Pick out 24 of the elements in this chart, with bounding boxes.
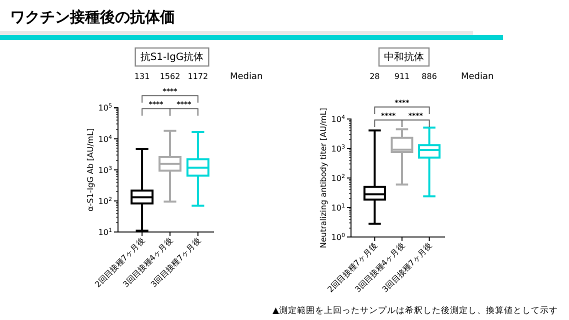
- text: 1562: [160, 72, 180, 81]
- y-tick-label: 10$^{3}$: [98, 164, 112, 175]
- y-axis-title: Neutralizing antibody titer [AU/mL]: [319, 108, 328, 248]
- text: 1172: [188, 72, 208, 81]
- text: 911: [394, 72, 410, 81]
- y-tick-label: 10$^{4}$: [98, 134, 112, 144]
- y-tick-label: 10$^{0}$: [331, 232, 346, 242]
- y-tick-label: 10$^{1}$: [331, 202, 346, 212]
- chart-title: 抗S1-IgG抗体: [140, 51, 204, 63]
- chart-title: 中和抗体: [384, 51, 424, 63]
- text: 886: [422, 72, 437, 81]
- text: Median: [461, 72, 494, 82]
- text: ワクチン接種後の抗体価: [10, 8, 175, 26]
- y-tick-label: 10$^{1}$: [98, 227, 112, 237]
- text: Median: [230, 72, 263, 82]
- y-tick-label: 10$^{2}$: [98, 196, 112, 206]
- text: 28: [370, 72, 380, 81]
- y-tick-label: 10$^{5}$: [98, 102, 112, 113]
- text: ▲測定範囲を上回ったサンプルは希釈した後測定し、換算値として示す: [272, 305, 558, 316]
- y-tick-label: 10$^{4}$: [331, 114, 346, 124]
- text: 131: [134, 72, 150, 81]
- y-axis-title: α-S1-IgG Ab [AU/mL]: [86, 128, 95, 212]
- y-tick-label: 10$^{3}$: [331, 144, 346, 154]
- y-tick-label: 10$^{2}$: [331, 173, 345, 183]
